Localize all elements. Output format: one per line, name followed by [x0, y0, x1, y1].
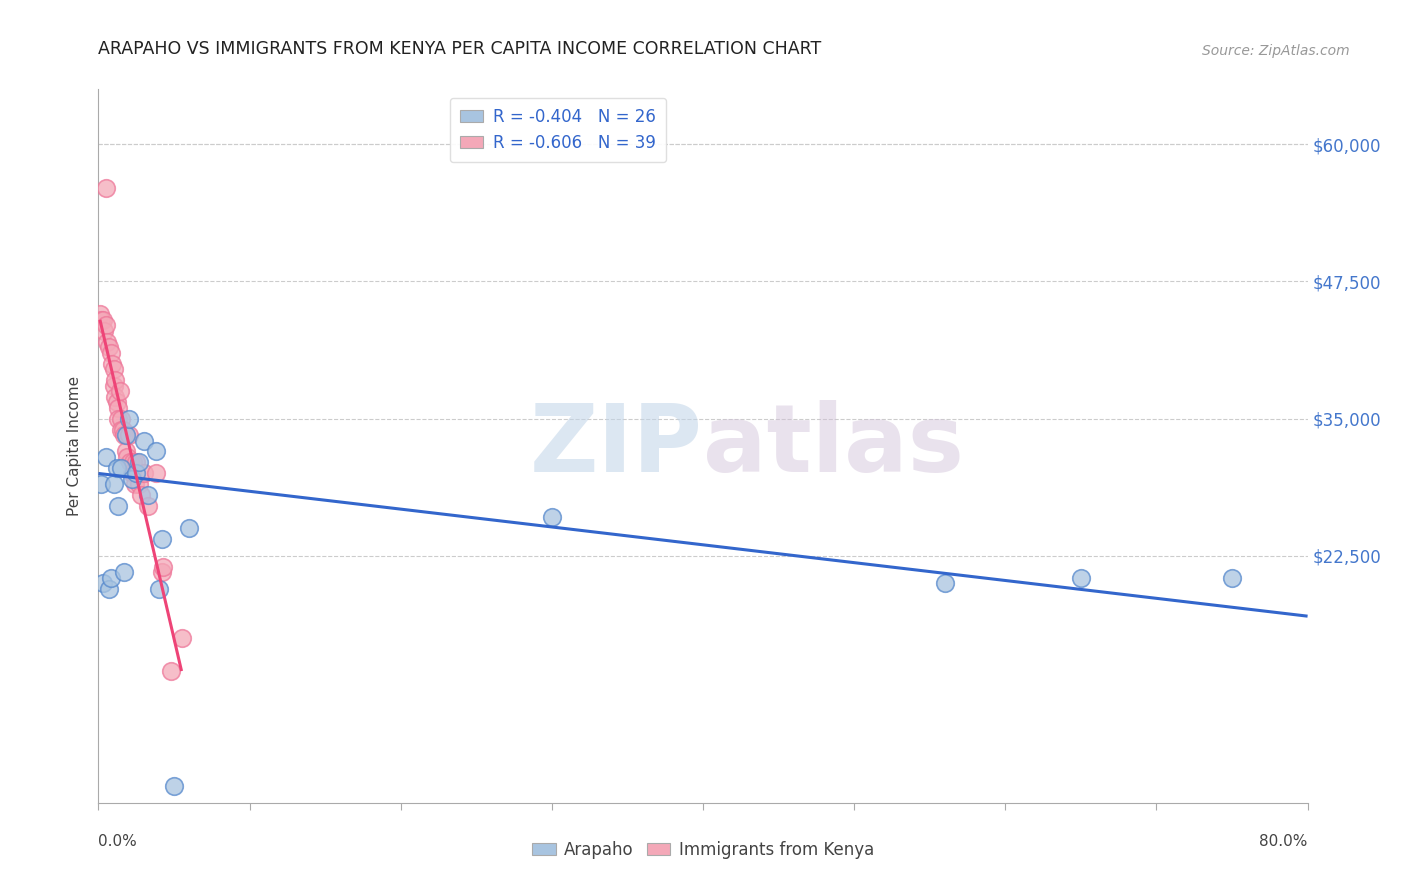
Point [100, 571, 122, 585]
Point [105, 461, 128, 475]
Point [152, 559, 174, 574]
Point [145, 467, 167, 481]
Point [111, 423, 134, 437]
Point [179, 521, 201, 535]
Point [934, 576, 956, 591]
Point [98, 582, 121, 596]
Point [107, 411, 129, 425]
Point [148, 582, 170, 596]
Point [540, 510, 562, 524]
Point [121, 472, 143, 486]
Point [136, 488, 159, 502]
Text: atlas: atlas [703, 400, 965, 492]
Point [91, 576, 114, 591]
Text: ZIP: ZIP [530, 400, 703, 492]
Text: Source: ZipAtlas.com: Source: ZipAtlas.com [1202, 44, 1350, 58]
Text: 0.0%: 0.0% [98, 834, 138, 849]
Point [91, 312, 114, 326]
Text: 80.0%: 80.0% [1260, 834, 1308, 849]
Point [122, 455, 145, 469]
Point [132, 434, 155, 448]
Point [118, 428, 141, 442]
Point [94, 318, 117, 333]
Point [94, 450, 117, 464]
Point [107, 500, 129, 514]
Point [108, 384, 131, 398]
Point [128, 477, 150, 491]
Point [98, 340, 121, 354]
Point [115, 450, 138, 464]
Legend: Arapaho, Immigrants from Kenya: Arapaho, Immigrants from Kenya [526, 835, 880, 866]
Point [121, 467, 143, 481]
Point [104, 373, 127, 387]
Point [90, 312, 112, 326]
Y-axis label: Per Capita Income: Per Capita Income [67, 376, 83, 516]
Point [89, 307, 111, 321]
Point [125, 467, 148, 481]
Point [124, 477, 146, 491]
Text: ARAPAHO VS IMMIGRANTS FROM KENYA PER CAPITA INCOME CORRELATION CHART: ARAPAHO VS IMMIGRANTS FROM KENYA PER CAP… [98, 40, 821, 58]
Point [163, 780, 186, 794]
Point [96, 334, 118, 349]
Point [110, 461, 132, 475]
Point [104, 390, 127, 404]
Point [110, 411, 132, 425]
Point [1070, 571, 1092, 585]
Point [129, 488, 152, 502]
Point [112, 428, 135, 442]
Point [132, 467, 155, 481]
Point [150, 566, 173, 580]
Point [125, 455, 148, 469]
Point [94, 181, 117, 195]
Point [160, 664, 183, 678]
Point [120, 455, 142, 469]
Point [101, 357, 124, 371]
Point [100, 345, 122, 359]
Point [136, 500, 159, 514]
Point [1220, 571, 1243, 585]
Point [110, 423, 132, 437]
Point [170, 631, 193, 645]
Point [103, 378, 125, 392]
Point [103, 477, 125, 491]
Point [145, 444, 167, 458]
Point [107, 401, 129, 415]
Point [150, 533, 173, 547]
Point [118, 411, 141, 425]
Point [128, 455, 150, 469]
Point [114, 428, 136, 442]
Point [112, 566, 135, 580]
Point [105, 395, 128, 409]
Point [103, 362, 125, 376]
Point [114, 444, 136, 458]
Point [90, 477, 112, 491]
Point [93, 324, 115, 338]
